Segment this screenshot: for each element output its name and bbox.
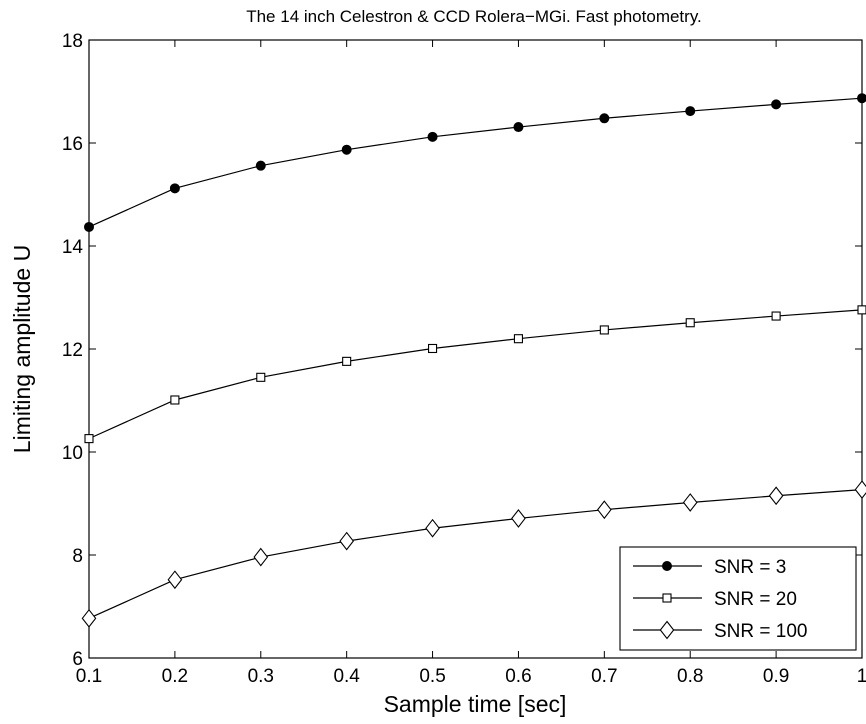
data-point (427, 131, 438, 142)
series-3 (81, 480, 866, 628)
legend-marker (662, 561, 672, 571)
y-tick-label: 14 (62, 237, 84, 258)
series-layer (81, 93, 866, 628)
data-point (339, 531, 354, 551)
data-point (597, 500, 612, 520)
data-point (256, 372, 266, 382)
legend-label: SNR = 3 (714, 557, 786, 578)
data-point (428, 343, 438, 354)
x-axis-label: Sample time [sec] (384, 691, 567, 717)
y-axis-label: Limiting amplitude U (9, 245, 35, 453)
y-tick-label: 6 (72, 649, 83, 670)
series-line (88, 97, 863, 228)
x-tick-label: 0.2 (162, 666, 188, 687)
y-tick-label: 10 (62, 443, 83, 464)
series-2 (84, 305, 866, 444)
x-tick-label: 1 (857, 666, 866, 687)
data-point (857, 305, 866, 315)
legend-box (619, 546, 857, 651)
legend-marker (659, 620, 675, 640)
data-point (511, 509, 526, 528)
data-point (771, 99, 782, 110)
legend-label: SNR = 100 (714, 621, 807, 642)
legend-entry: SNR = 3 (633, 557, 786, 578)
y-tick-label: 16 (62, 134, 83, 155)
x-tick-label: 0.9 (763, 666, 789, 687)
x-tick-label: 0.1 (76, 666, 102, 687)
data-point (599, 325, 609, 335)
data-point (84, 221, 94, 232)
data-point (170, 395, 180, 405)
data-point (857, 93, 866, 104)
data-point (81, 608, 97, 628)
legend: SNR = 3 SNR = 20 SNR = 100 (619, 546, 857, 651)
x-tick-label: 0.5 (419, 666, 445, 687)
data-point (253, 547, 269, 567)
chart-title: The 14 inch Celestron & CCD Rolera−MGi. … (246, 7, 702, 26)
legend-entry: SNR = 20 (633, 589, 797, 610)
data-point (167, 570, 183, 590)
x-tick-label: 0.6 (505, 666, 531, 687)
x-tick-label: 0.4 (333, 666, 360, 687)
data-point (513, 122, 524, 133)
data-point (854, 480, 866, 499)
x-tick-label: 0.7 (591, 666, 617, 687)
data-point (685, 318, 695, 328)
y-tick-label: 12 (62, 340, 83, 361)
legend-entry: SNR = 100 (633, 620, 807, 642)
y-tick-label: 8 (72, 546, 83, 567)
data-point (771, 311, 781, 321)
data-point (342, 356, 352, 366)
data-point (341, 144, 352, 155)
x-tick-label: 0.8 (677, 666, 703, 687)
data-point (84, 434, 94, 444)
x-tick-label: 0.3 (248, 666, 274, 687)
y-tick-label: 18 (62, 31, 83, 52)
series-line (88, 488, 863, 619)
data-point (768, 486, 784, 506)
data-point (682, 493, 698, 512)
data-point (513, 334, 523, 344)
data-point (599, 113, 610, 124)
data-point (255, 160, 266, 171)
series-1 (84, 93, 866, 232)
data-point (425, 518, 440, 538)
legend-marker (662, 593, 672, 603)
series-line (88, 309, 863, 440)
data-point (169, 183, 180, 194)
legend-label: SNR = 20 (714, 589, 797, 610)
data-point (685, 106, 696, 117)
